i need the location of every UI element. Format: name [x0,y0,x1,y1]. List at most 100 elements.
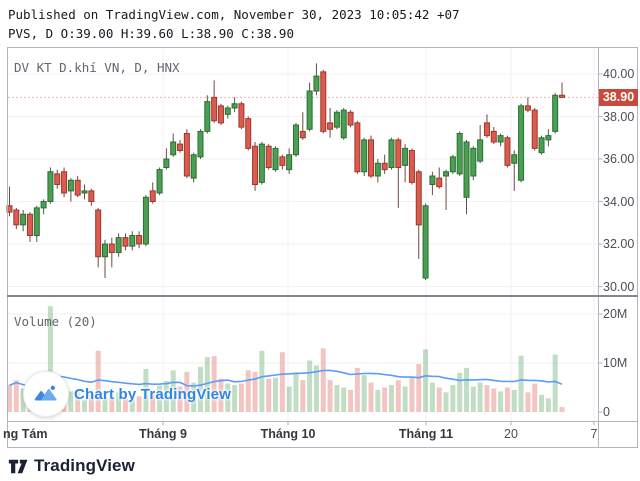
volume-bar [232,385,238,412]
candle-down [347,111,354,126]
candle-up [470,147,477,177]
candle-up [115,237,122,253]
volume-bar [109,395,115,412]
price-axis-label: 40.00 [603,67,635,81]
candle-up [333,111,340,128]
volume-bar [470,386,476,412]
candle-up [313,75,320,92]
candle-up [545,135,552,141]
candle-down [217,105,224,124]
candle-up [518,105,525,181]
candle-up [429,175,436,185]
chart-border-left [7,47,8,448]
candle-down [524,105,531,111]
volume-bar [300,380,306,412]
volume-bar [327,380,333,412]
volume-bar [286,386,292,412]
volume-bar [450,385,456,412]
candle-down [531,109,538,149]
volume-bar [204,357,210,412]
chart-border-right [637,47,638,448]
candle-down [504,137,511,166]
candle-down [177,143,184,151]
volume-bar [136,396,142,412]
volume-bar [13,380,19,412]
candle-down [13,209,20,226]
candle-down [327,122,334,130]
candle-up [190,154,197,179]
volume-bar [552,354,558,412]
candle-up [170,141,177,156]
volume-bar [539,394,545,412]
candle-up [340,109,347,139]
candle-up [402,147,409,166]
candle-down [559,94,566,98]
volume-bar [409,377,415,412]
candle-down [368,139,375,177]
candle-down [415,171,422,226]
volume-bar [518,355,524,412]
candle-up [552,94,559,132]
volume-bar [457,372,463,412]
volume-bar [443,392,449,412]
volume-bar [293,373,299,412]
volume-bar [95,350,101,412]
candle-down [395,139,402,168]
candle-down [245,118,252,149]
candle-down [436,177,443,188]
candle-up [272,147,279,171]
volume-bar [368,382,374,412]
volume-bar [382,387,388,412]
candle-up [388,139,395,168]
volume-bar [464,367,470,412]
volume-bar [313,365,319,412]
candle-up [456,133,463,175]
chart-title: DV KT D.khí VN, D, HNX [14,60,180,75]
volume-bar [252,371,258,412]
published-line: Published on TradingView.com, November 3… [8,7,460,22]
volume-bar [477,382,483,412]
time-axis-label: Tháng 10 [260,427,316,441]
volume-bar [388,385,394,412]
candle-up [142,196,149,245]
volume-bar [429,382,435,412]
candle-up [463,141,470,198]
chart-border-bottom [7,447,638,448]
volume-bar [218,378,224,412]
price-axis-label: 36.00 [603,152,635,166]
volume-bar [395,380,401,412]
volume-bar [75,390,81,412]
volume-bar [82,400,88,412]
candle-up [33,207,40,236]
volume-bar [375,389,381,412]
price-axis-separator [598,47,599,448]
pane-divider [7,295,638,297]
candle-up [497,135,504,143]
footer-brand[interactable]: TradingView [8,456,135,476]
candle-down [26,213,33,236]
candle-down [279,156,286,166]
candle-up [20,213,27,226]
volume-bar [47,306,53,412]
candle-up [129,235,136,247]
volume-bar [525,392,531,412]
candle-up [292,124,299,156]
volume-bar [211,356,217,412]
volume-bar [423,349,429,412]
candle-up [163,158,170,168]
chart-border-top [7,47,638,48]
price-axis-label: 30.00 [603,279,635,294]
volume-axis-label: 10M [603,356,628,370]
watermark[interactable]: Chart by TradingView [23,371,231,417]
candle-down [490,130,497,143]
volume-bar [348,389,354,412]
tradingview-mountain-logo-icon [23,371,69,417]
candle-up [511,154,518,164]
candle-up [101,243,108,258]
time-axis-label: ng Tám [3,427,48,441]
time-axis-label: Tháng 11 [398,427,454,441]
candle-down [252,145,259,185]
volume-bar [116,392,122,412]
candle-up [374,162,381,177]
